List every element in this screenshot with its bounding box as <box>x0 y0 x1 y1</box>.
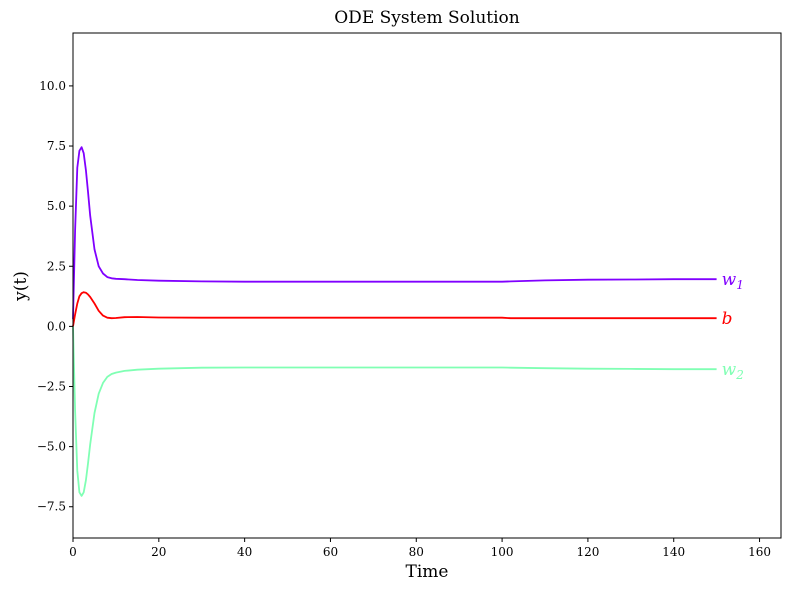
chart-title: ODE System Solution <box>334 8 520 28</box>
y-tick-label: 2.5 <box>47 259 66 273</box>
series-label-subscript: 2 <box>735 368 744 382</box>
series-label-main: w <box>722 270 737 290</box>
x-tick-label: 100 <box>491 545 514 559</box>
y-axis-title: y(t) <box>11 271 31 302</box>
x-tick-label: 160 <box>748 545 771 559</box>
y-tick-label: 10.0 <box>39 79 66 93</box>
series-label-w1: w1 <box>722 270 744 292</box>
y-tick-label: −7.5 <box>37 500 66 514</box>
series-line-b <box>72 291 717 327</box>
y-tick-label: 0.0 <box>47 319 66 333</box>
series-label-subscript: 1 <box>736 278 744 292</box>
y-tick-label: −5.0 <box>37 440 66 454</box>
x-tick-label: 0 <box>69 545 77 559</box>
x-tick-label: 20 <box>151 545 166 559</box>
y-tick-label: 5.0 <box>47 199 66 213</box>
series-label-b: b <box>722 309 733 329</box>
y-tick-label: −2.5 <box>37 380 66 394</box>
x-axis-title: Time <box>406 562 449 582</box>
x-tick-label: 120 <box>576 545 599 559</box>
x-tick-label: 60 <box>323 545 338 559</box>
series-label-main: b <box>722 309 733 329</box>
x-tick-label: 140 <box>662 545 685 559</box>
x-tick-label: 80 <box>409 545 424 559</box>
series-line-w1 <box>72 146 717 320</box>
series-label-w2: w2 <box>722 360 744 382</box>
series-line-w2 <box>72 326 717 497</box>
series-label-main: w <box>722 360 737 380</box>
x-tick-label: 40 <box>237 545 252 559</box>
plot-frame <box>72 32 782 539</box>
y-tick-label: 7.5 <box>47 139 66 153</box>
